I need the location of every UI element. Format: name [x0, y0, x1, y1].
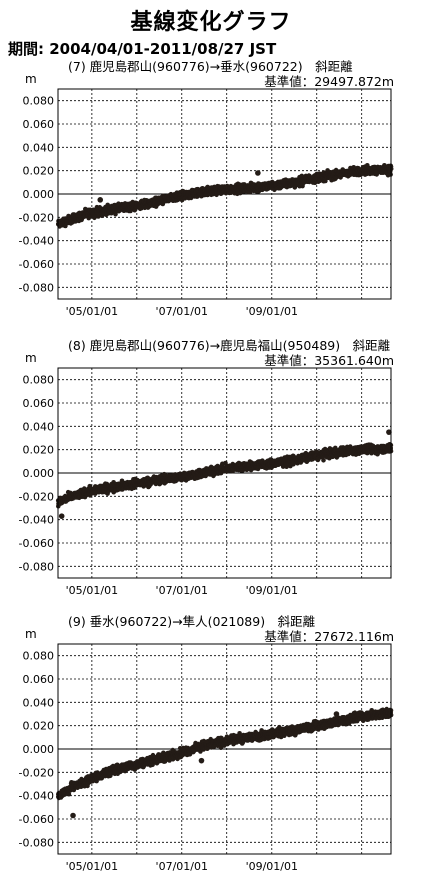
chart-title: (7) 鹿児島郡山(960776)→垂水(960722) 斜距離	[68, 59, 353, 74]
plot-frame	[57, 88, 392, 300]
y-tick-label: -0.040	[19, 514, 54, 527]
y-tick-label: -0.040	[19, 235, 54, 248]
y-tick-label: 0.020	[23, 165, 55, 178]
data-points	[56, 706, 394, 819]
outlier-point	[386, 429, 392, 435]
reference-value: 基準値：29497.872m	[264, 74, 394, 89]
reference-value: 基準値：35361.640m	[264, 353, 394, 368]
chart-panel-8: (8) 鹿児島郡山(960776)→鹿児島福山(950489) 斜距離 m 基準…	[0, 335, 422, 605]
y-unit-label: m	[25, 627, 37, 641]
x-tick-label: '09/01/01	[246, 584, 298, 597]
y-tick-label: 0.000	[23, 743, 55, 756]
x-tick-label: '07/01/01	[156, 305, 208, 318]
chart-svg: 0.080 0.060 0.040 0.020 0.000 -0.020 -0.040 -0.…	[19, 367, 394, 597]
chart-title: (8) 鹿児島郡山(960776)→鹿児島福山(950489) 斜距離	[68, 338, 391, 353]
x-tick-label: '09/01/01	[246, 860, 298, 873]
data-point	[321, 458, 326, 463]
y-tick-label: 0.080	[23, 95, 55, 108]
y-unit-label: m	[25, 72, 37, 86]
y-tick-label: -0.020	[19, 490, 54, 503]
y-tick-label: -0.060	[19, 813, 54, 826]
y-tick-label: 0.020	[23, 720, 55, 733]
y-tick-label: -0.080	[19, 281, 54, 294]
period-label: 期間: 2004/04/01-2011/08/27 JST	[8, 40, 277, 58]
y-tick-label: 0.040	[23, 420, 55, 433]
data-point	[66, 791, 72, 797]
x-tick-label: '05/01/01	[66, 305, 118, 318]
y-tick-label: 0.060	[23, 118, 55, 131]
chart-panel-7: (7) 鹿児島郡山(960776)→垂水(960722) 斜距離 m 基準値：2…	[0, 56, 422, 326]
data-points	[55, 429, 394, 519]
data-points	[56, 163, 394, 229]
plot-frame	[57, 367, 392, 579]
y-tick-label: 0.080	[23, 374, 55, 387]
y-tick-label: -0.080	[19, 836, 54, 849]
y-tick-label: 0.060	[23, 397, 55, 410]
y-tick-label: -0.040	[19, 790, 54, 803]
outlier-point	[255, 170, 261, 176]
y-tick-label: -0.080	[19, 560, 54, 573]
y-tick-label: -0.020	[19, 766, 54, 779]
y-tick-label: 0.040	[23, 141, 55, 154]
y-tick-label: 0.080	[23, 650, 55, 663]
y-tick-label: 0.020	[23, 444, 55, 457]
y-tick-label: -0.020	[19, 211, 54, 224]
y-tick-label: 0.060	[23, 673, 55, 686]
y-unit-label: m	[25, 351, 37, 365]
data-point	[94, 778, 99, 784]
x-tick-label: '05/01/01	[66, 860, 118, 873]
chart-panel-9: (9) 垂水(960722)→隼人(021089) 斜距離 m 基準値：2767…	[0, 611, 422, 881]
y-tick-label: 0.000	[23, 188, 55, 201]
reference-value: 基準値：27672.116m	[264, 629, 394, 644]
chart-svg: 0.080 0.060 0.040 0.020 0.000 -0.020 -0.040 -0.…	[19, 643, 394, 873]
page-title: 基線変化グラフ	[130, 10, 292, 35]
x-tick-label: '07/01/01	[156, 584, 208, 597]
y-tick-label: 0.000	[23, 467, 55, 480]
x-tick-label: '09/01/01	[246, 305, 298, 318]
chart-title: (9) 垂水(960722)→隼人(021089) 斜距離	[68, 614, 316, 629]
x-tick-label: '07/01/01	[156, 860, 208, 873]
outlier-point	[97, 197, 104, 203]
outlier-point	[58, 513, 65, 519]
y-tick-label: -0.060	[19, 258, 54, 271]
y-tick-label: 0.040	[23, 696, 55, 709]
y-tick-label: -0.060	[19, 537, 54, 550]
x-tick-label: '05/01/01	[66, 584, 118, 597]
chart-svg: 0.080 0.060 0.040 0.020 0.000 -0.020 -0.040 -0.…	[19, 88, 394, 318]
